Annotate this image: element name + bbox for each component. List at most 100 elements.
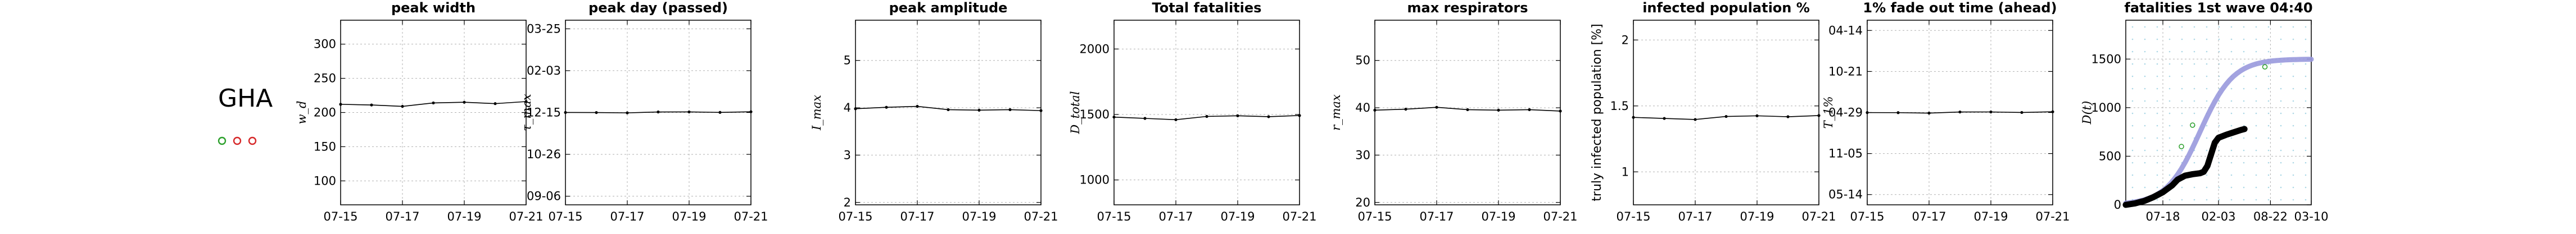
background-dot [2131,38,2134,40]
background-dot [2243,51,2245,53]
background-dot [2181,199,2183,201]
background-dot [2206,125,2208,127]
background-dot [2218,199,2220,201]
background-dot [2193,162,2195,164]
data-point [1008,108,1012,112]
background-dot [2267,137,2270,139]
background-dot [2255,125,2257,127]
data-point [1039,109,1043,112]
data-point [370,103,373,107]
background-dot [2181,51,2183,53]
background-dot [2181,88,2183,90]
data-point [947,108,950,112]
background-dot [2305,112,2307,114]
background-dot [2144,88,2146,90]
background-dot [2280,125,2282,127]
background-dot [2168,75,2171,77]
x-tick-label: 07-19 [447,210,481,223]
background-dot [2193,100,2195,102]
data-point [885,105,888,109]
background-dot [2243,149,2245,152]
fit-marker [2262,64,2268,70]
background-dot [2206,75,2208,77]
background-dot [2131,63,2134,65]
x-tick-label: 07-15 [548,210,582,223]
x-tick-label: 07-18 [2145,210,2180,223]
data-point [1694,118,1697,121]
y-tick-label: 09-06 [527,190,561,203]
background-dot [2131,88,2134,90]
panel-title: peak width [391,0,476,16]
x-tick-label: 07-19 [1481,210,1515,223]
background-dot [2292,38,2294,40]
y-tick-label: 04-29 [1828,106,1863,120]
background-dot [2206,26,2208,28]
background-dot [2255,75,2257,77]
background-dot [2243,38,2245,40]
background-dot [2131,125,2134,127]
panel-title: 1% fade out time (ahead) [1863,0,2057,16]
background-dot [2305,51,2307,53]
x-tick-label: 02-03 [2201,210,2235,223]
y-tick-label: 20 [1355,196,1370,209]
x-tick-label: 07-15 [838,210,872,223]
background-dot [2280,137,2282,139]
background-dot [2168,38,2171,40]
background-dot [2168,100,2171,102]
x-tick-label: 07-19 [1740,210,1774,223]
data-point [1958,110,1962,114]
background-dot [2305,149,2307,152]
y-axis-label: I_max [810,95,823,131]
x-tick-label: 07-21 [2035,210,2070,223]
plot-frame [1113,20,1300,205]
x-tick-label: 07-21 [1543,210,1577,223]
fit-marker [2179,144,2184,149]
background-dot [2156,186,2158,189]
background-dot [2243,186,2245,189]
background-dot [2168,51,2171,53]
background-dot [2206,137,2208,139]
x-tick-label: 07-17 [1678,210,1712,223]
y-tick-label: 10-26 [527,148,561,161]
background-dot [2230,26,2233,28]
background-dot [2243,199,2245,201]
background-dot [2230,112,2233,114]
background-dot [2168,137,2171,139]
x-tick-label: 07-17 [1912,210,1946,223]
background-dot [2280,162,2282,164]
data-point [1755,114,1759,117]
background-dot [2243,75,2245,77]
y-tick-label: 1000 [2091,101,2121,114]
background-dot [2206,174,2208,176]
data-point [1817,114,1821,117]
background-dot [2156,75,2158,77]
background-dot [2206,38,2208,40]
background-dot [2230,149,2233,152]
background-dot [2292,26,2294,28]
data-point [1632,116,1635,119]
y-tick-label: 2000 [1080,42,1110,56]
x-tick-label: 07-19 [1220,210,1255,223]
plot-frame [1633,20,1819,205]
x-tick-label: 07-17 [385,210,419,223]
y-tick-label: 03-25 [527,22,561,35]
background-dot [2144,63,2146,65]
background-dot [2230,88,2233,90]
background-dot [2181,63,2183,65]
background-dot [2168,26,2171,28]
status-indicators [218,136,257,145]
background-dot [2280,174,2282,176]
y-tick-label: 300 [314,38,336,51]
background-dot [2218,112,2220,114]
x-tick-label: 07-17 [1419,210,1454,223]
data-point [1497,108,1500,112]
background-dot [2255,174,2257,176]
background-dot [2292,63,2294,65]
data-point [1663,117,1666,120]
y-tick-label: 04-14 [1828,24,1863,37]
background-dot [2305,125,2307,127]
background-dot [2156,63,2158,65]
background-dot [2243,100,2245,102]
observed-fatalities [2122,126,2248,208]
y-axis-label: truly infected population [%] [1590,24,1604,201]
